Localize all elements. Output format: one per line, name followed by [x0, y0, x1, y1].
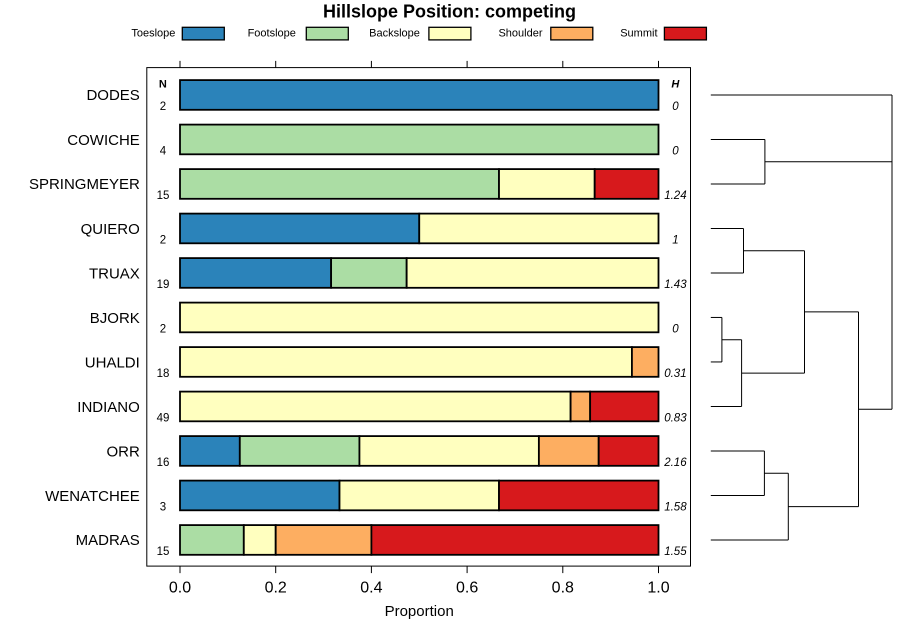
- svg-text:N: N: [159, 78, 167, 90]
- svg-text:0.2: 0.2: [265, 579, 287, 596]
- svg-text:0.8: 0.8: [552, 579, 574, 596]
- svg-text:0.0: 0.0: [169, 579, 191, 596]
- svg-text:Proportion: Proportion: [385, 603, 454, 620]
- svg-text:TRUAX: TRUAX: [89, 265, 140, 282]
- svg-text:Summit: Summit: [620, 27, 657, 39]
- svg-text:0.31: 0.31: [664, 368, 686, 380]
- svg-text:0.83: 0.83: [664, 412, 687, 424]
- svg-text:Toeslope: Toeslope: [131, 27, 175, 39]
- svg-text:H: H: [671, 78, 680, 90]
- svg-text:0.6: 0.6: [456, 579, 478, 596]
- svg-text:18: 18: [157, 368, 170, 380]
- svg-text:1: 1: [672, 234, 678, 246]
- svg-text:QUIERO: QUIERO: [81, 221, 140, 238]
- svg-text:UHALDI: UHALDI: [85, 354, 140, 371]
- svg-text:0: 0: [672, 101, 679, 113]
- svg-text:2: 2: [160, 323, 166, 335]
- svg-text:15: 15: [157, 546, 170, 558]
- svg-text:2: 2: [160, 101, 166, 113]
- svg-text:WENATCHEE: WENATCHEE: [45, 488, 140, 505]
- svg-text:0.4: 0.4: [360, 579, 382, 596]
- svg-text:16: 16: [157, 457, 170, 469]
- svg-text:Backslope: Backslope: [369, 27, 420, 39]
- svg-text:3: 3: [160, 501, 166, 513]
- svg-text:4: 4: [160, 145, 167, 157]
- svg-text:COWICHE: COWICHE: [67, 132, 140, 149]
- svg-text:2.16: 2.16: [663, 457, 687, 469]
- svg-text:0: 0: [672, 145, 679, 157]
- svg-text:1.43: 1.43: [664, 279, 687, 291]
- svg-text:ORR: ORR: [106, 443, 140, 460]
- svg-text:BJORK: BJORK: [90, 310, 140, 327]
- svg-text:Footslope: Footslope: [248, 27, 296, 39]
- svg-text:SPRINGMEYER: SPRINGMEYER: [29, 176, 140, 193]
- svg-text:2: 2: [160, 234, 166, 246]
- svg-text:0: 0: [672, 323, 679, 335]
- svg-text:1.55: 1.55: [664, 546, 687, 558]
- svg-text:1.58: 1.58: [664, 501, 687, 513]
- svg-text:Shoulder: Shoulder: [498, 27, 542, 39]
- svg-text:1.0: 1.0: [647, 579, 669, 596]
- svg-text:19: 19: [157, 279, 170, 291]
- svg-text:15: 15: [157, 190, 170, 202]
- svg-text:Hillslope Position: competing: Hillslope Position: competing: [323, 2, 576, 22]
- svg-text:49: 49: [157, 412, 170, 424]
- svg-text:DODES: DODES: [86, 87, 139, 104]
- svg-text:MADRAS: MADRAS: [76, 532, 140, 549]
- svg-text:INDIANO: INDIANO: [77, 399, 140, 416]
- svg-text:1.24: 1.24: [664, 190, 686, 202]
